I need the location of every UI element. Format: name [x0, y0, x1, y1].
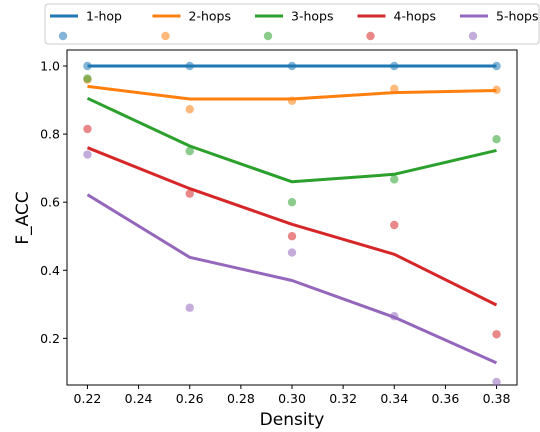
series-line-4-hops: [86, 146, 498, 307]
y-tick-label: 0.4: [40, 263, 60, 278]
series-line-5-hops: [86, 193, 498, 365]
series-line-2-hops: [87, 84, 497, 101]
data-point-4-hops: [287, 232, 297, 241]
x-tick-label: 0.36: [431, 391, 459, 406]
data-point-1-hop: [83, 61, 92, 71]
legend-marker-5-hops: [468, 31, 478, 41]
data-point-5-hops: [83, 150, 92, 159]
data-point-4-hops: [83, 124, 92, 134]
data-point-3-hops: [492, 134, 501, 144]
series-layer: [83, 61, 501, 387]
x-axis-label: Density: [260, 410, 325, 430]
x-tick-label: 0.28: [227, 391, 255, 406]
y-tick-label: 0.8: [40, 127, 60, 142]
data-point-4-hops: [492, 330, 501, 339]
x-tick-label: 0.30: [278, 391, 306, 406]
x-tick-label: 0.38: [483, 391, 511, 406]
legend-label-5-hops: 5-hops: [496, 9, 538, 24]
x-tick-label: 0.32: [329, 391, 357, 406]
y-axis: 0.2 0.4 0.6 0.8 1.0: [40, 59, 67, 346]
y-tick-label: 0.6: [40, 195, 60, 210]
data-point-2-hops: [390, 84, 399, 94]
x-tick-label: 0.24: [125, 391, 153, 406]
legend-marker-2-hops: [161, 31, 170, 41]
data-point-5-hops: [492, 377, 501, 387]
x-tick-label: 0.34: [380, 391, 408, 406]
data-point-5-hops: [287, 248, 297, 257]
data-point-5-hops: [185, 303, 194, 312]
data-point-3-hops: [287, 197, 297, 207]
y-axis-label: F_ACC: [13, 191, 33, 244]
data-point-2-hops: [185, 105, 194, 114]
legend: 1-hop 2-hops 3-hops 4-hops 5-hops: [44, 3, 540, 45]
data-point-3-hops: [185, 146, 194, 156]
data-point-4-hops: [390, 220, 399, 230]
legend-marker-1-hop: [58, 31, 68, 41]
y-tick-label: 1.0: [40, 59, 60, 74]
legend-marker-3-hops: [263, 31, 273, 41]
legend-label-2-hops: 2-hops: [189, 9, 231, 24]
data-point-3-hops: [83, 74, 92, 83]
y-tick-label: 0.2: [40, 331, 60, 346]
legend-marker-4-hops: [366, 31, 375, 41]
series-line-3-hops: [86, 96, 497, 184]
data-point-1-hop: [492, 61, 501, 71]
data-point-4-hops: [185, 189, 194, 198]
x-tick-label: 0.26: [176, 391, 204, 406]
data-point-3-hops: [390, 175, 399, 184]
legend-label-1-hop: 1-hop: [86, 9, 122, 24]
legend-label-3-hops: 3-hops: [291, 9, 333, 24]
x-tick-label: 0.22: [74, 391, 102, 406]
x-axis: 0.22 0.24 0.26 0.28 0.30 0.32 0.34 0.36 0.38: [74, 385, 511, 406]
legend-label-4-hops: 4-hops: [394, 9, 436, 24]
